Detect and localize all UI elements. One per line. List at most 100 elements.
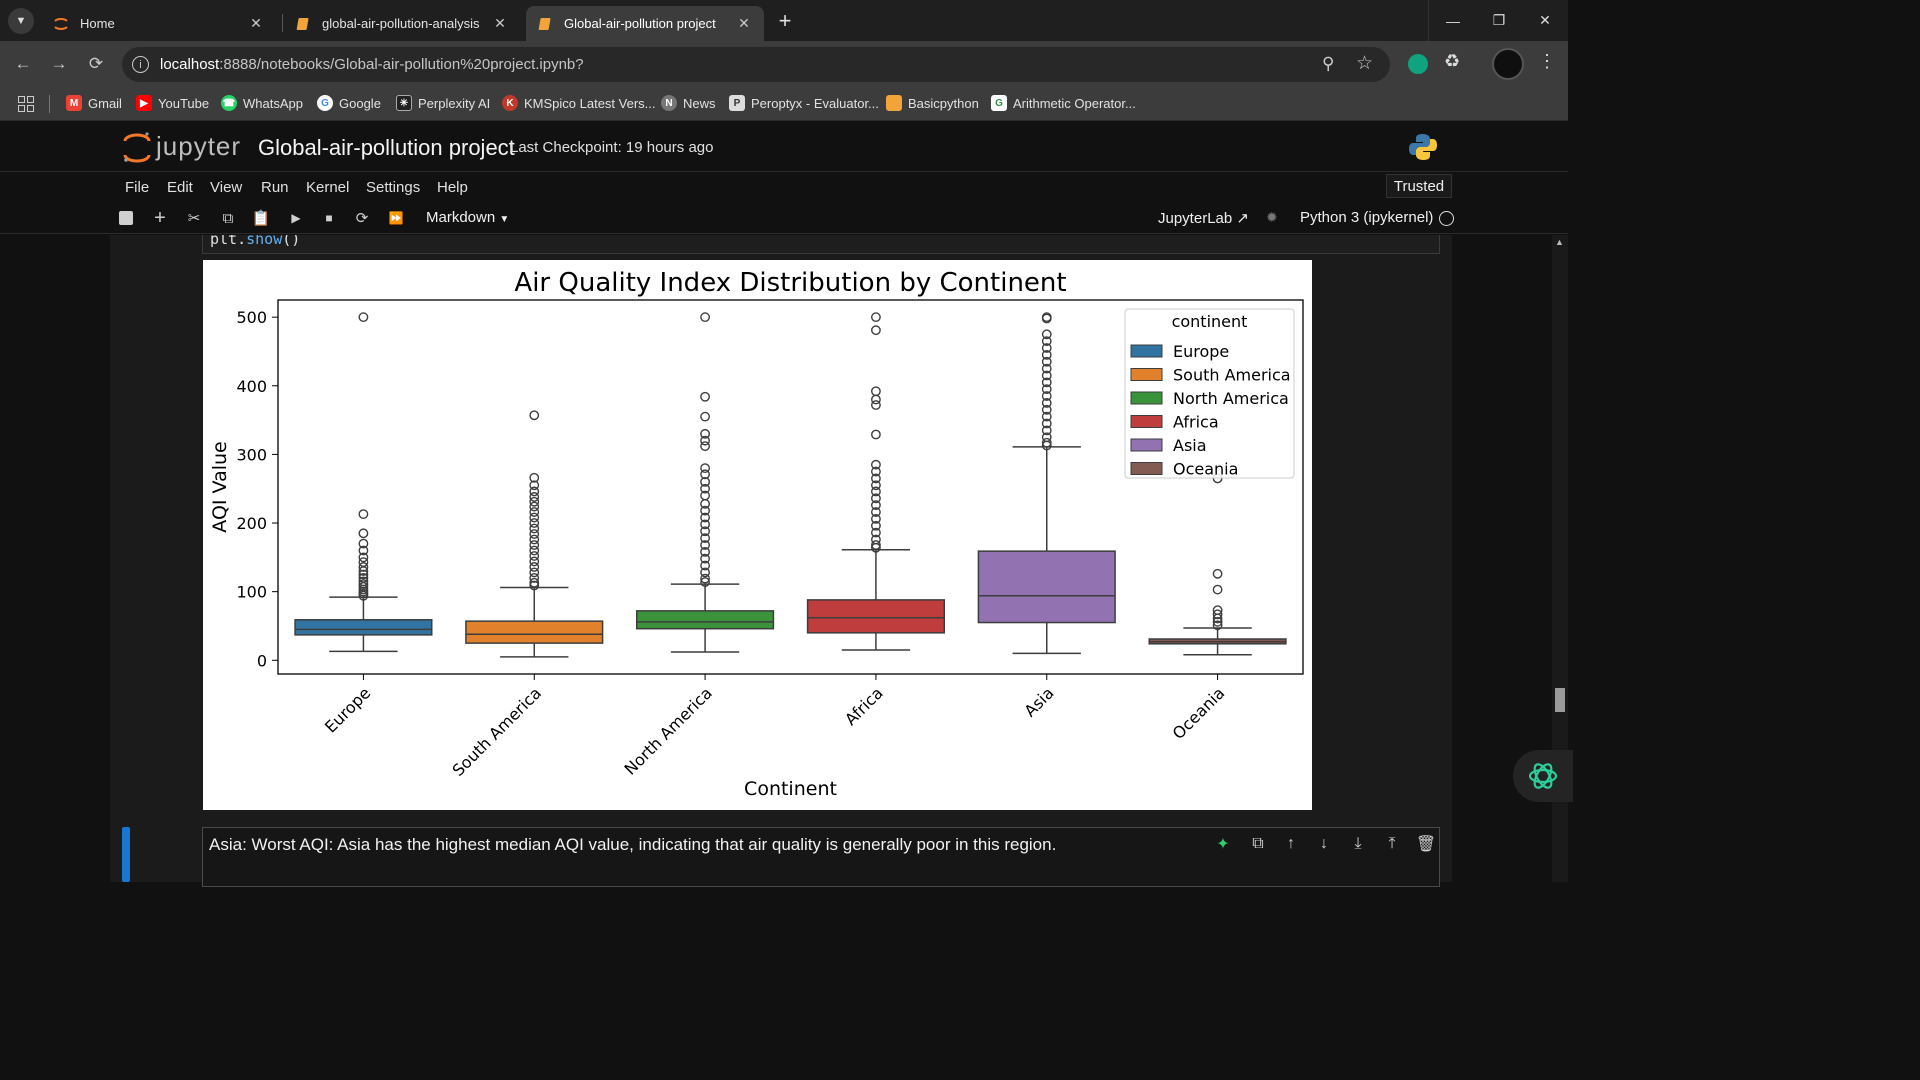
scroll-up-arrow[interactable]: ▲ <box>1555 237 1564 247</box>
outlier-point <box>529 534 540 545</box>
outlier-point <box>700 546 710 557</box>
box-asia <box>977 550 1116 624</box>
restore-button[interactable]: ❐ <box>1476 0 1522 41</box>
browser-tab-home[interactable]: Home ✕ <box>40 6 276 41</box>
save-button[interactable] <box>116 208 136 228</box>
menu-help[interactable]: Help <box>437 179 468 196</box>
outlier-point <box>1212 613 1223 624</box>
outlier-point <box>358 552 369 563</box>
ai-assistant-button[interactable] <box>1513 750 1573 802</box>
plus-icon: + <box>778 8 792 33</box>
code-cell-editor[interactable] <box>202 235 1440 254</box>
url-path: :8888/notebooks/Global-air-pollution%20p… <box>219 56 584 73</box>
new-tab-button[interactable]: + <box>772 8 798 34</box>
run-button[interactable]: ▶ <box>286 208 306 228</box>
outlier-point <box>1212 568 1223 579</box>
debugger-icon[interactable]: ✹ <box>1266 209 1278 225</box>
outlier-point <box>529 562 540 572</box>
kernel-name[interactable]: Python 3 (ipykernel) <box>1300 209 1433 226</box>
interrupt-button[interactable]: ■ <box>319 208 339 228</box>
menu-view[interactable]: View <box>210 179 243 196</box>
outlier-point <box>358 569 369 580</box>
restart-button[interactable]: ⟳ <box>352 208 372 228</box>
outlier-point <box>529 410 540 421</box>
duplicate-icon: ⧉ <box>1252 835 1264 852</box>
outlier-point <box>700 533 710 544</box>
bookmark-gmail[interactable]: M Gmail <box>66 95 122 111</box>
ai-sparkle-button[interactable]: ✦ <box>1212 833 1234 855</box>
browser-tab-project[interactable]: Global-air-pollution project ✕ <box>526 6 764 41</box>
move-up-button[interactable]: ↑ <box>1280 833 1302 855</box>
bookmark-perplexity[interactable]: ✳ Perplexity AI <box>396 95 490 111</box>
extension-chatgpt-icon[interactable] <box>1408 54 1428 74</box>
restart-run-all-button[interactable]: ⏩ <box>386 208 406 228</box>
profile-avatar[interactable] <box>1492 48 1524 80</box>
delete-cell-button[interactable]: 🗑 <box>1415 833 1437 855</box>
scrollbar-thumb[interactable] <box>1555 688 1565 712</box>
outlier-point <box>529 512 540 523</box>
reload-button[interactable]: ⟳ <box>83 51 109 77</box>
bookmark-kmspico[interactable]: K KMSpico Latest Vers... <box>502 95 656 111</box>
browser-tab-analysis[interactable]: global-air-pollution-analysis ✕ <box>284 6 520 41</box>
insert-cell-button[interactable]: + <box>150 207 170 229</box>
outlier-point <box>871 542 881 553</box>
bookmark-google[interactable]: G Google <box>317 95 381 111</box>
minimize-button[interactable]: — <box>1430 0 1476 41</box>
outlier-point <box>700 312 710 323</box>
outlier-point <box>700 428 710 439</box>
forward-button[interactable]: → <box>46 51 72 77</box>
paste-button[interactable]: 📋 <box>251 208 271 228</box>
tab-search-button[interactable]: ▼ <box>8 8 34 34</box>
outlier-point <box>358 545 369 556</box>
close-icon[interactable]: ✕ <box>494 15 506 31</box>
jupyterlab-link[interactable]: JupyterLab ↗ <box>1158 209 1249 227</box>
outlier-point <box>1041 384 1052 395</box>
menu-run[interactable]: Run <box>261 179 289 196</box>
outlier-point <box>529 501 540 512</box>
copy-button[interactable]: ⧉ <box>218 208 238 228</box>
address-bar[interactable]: i localhost:8888/notebooks/Global-air-po… <box>122 47 1390 82</box>
back-button[interactable]: ← <box>10 51 36 77</box>
menu-settings[interactable]: Settings <box>366 179 421 196</box>
cell-type-select[interactable]: Markdown ▼ <box>426 209 509 226</box>
browser-menu-icon[interactable]: ⋮ <box>1538 51 1556 71</box>
y-tick-label: 200 <box>236 514 267 533</box>
bookmark-arithmetic[interactable]: G Arithmetic Operator... <box>991 95 1136 111</box>
cut-button[interactable]: ✂ <box>184 208 204 228</box>
insert-above-button[interactable]: ⤒ <box>1381 833 1403 855</box>
outlier-point <box>1041 377 1052 388</box>
bookmark-whatsapp[interactable]: ☎ WhatsApp <box>221 95 303 111</box>
move-down-button[interactable]: ↓ <box>1313 833 1335 855</box>
close-window-button[interactable]: ✕ <box>1522 0 1568 41</box>
bookmark-peroptyx[interactable]: P Peroptyx - Evaluator... <box>729 95 879 111</box>
bookmark-basicpython[interactable]: Basicpython <box>886 95 979 111</box>
outlier-point <box>700 498 710 509</box>
star-icon[interactable]: ☆ <box>1356 53 1374 74</box>
trusted-indicator[interactable]: Trusted <box>1386 174 1452 198</box>
outlier-point <box>700 519 710 530</box>
site-info-icon[interactable]: i <box>132 56 149 73</box>
menu-edit[interactable]: Edit <box>167 179 193 196</box>
outlier-point <box>358 579 369 590</box>
close-icon[interactable]: ✕ <box>250 15 262 31</box>
jupyter-logo[interactable]: jupyter <box>122 130 246 164</box>
markdown-cell[interactable]: Asia: Worst AQI: Asia has the highest me… <box>202 827 1440 887</box>
active-cell-indicator <box>122 827 130 882</box>
apps-grid-icon[interactable] <box>18 96 34 112</box>
zoom-icon[interactable]: ⚲ <box>1322 54 1335 73</box>
extensions-puzzle-icon[interactable]: ♻ <box>1444 51 1461 71</box>
notebook-title[interactable]: Global-air-pollution project <box>258 135 515 160</box>
insert-below-button[interactable]: ⤓ <box>1347 833 1369 855</box>
bookmark-news[interactable]: N News <box>661 95 716 111</box>
bookmark-youtube[interactable]: ▶ YouTube <box>136 95 209 111</box>
outlier-point <box>529 518 540 528</box>
notebook-scrollbar[interactable]: ▲ <box>1552 235 1568 882</box>
duplicate-cell-button[interactable]: ⧉ <box>1247 833 1269 855</box>
kernel-label: Python 3 (ipykernel) <box>1300 209 1434 226</box>
legend-swatch <box>1130 415 1163 428</box>
close-icon[interactable]: ✕ <box>738 15 750 31</box>
bookmarks-bar: M Gmail ▶ YouTube ☎ WhatsApp G Google ✳ Perpl… <box>0 87 1568 121</box>
chart-output: Air Quality Index Distribution by Contin… <box>203 260 1312 810</box>
menu-file[interactable]: File <box>125 179 150 196</box>
menu-kernel[interactable]: Kernel <box>306 179 350 196</box>
